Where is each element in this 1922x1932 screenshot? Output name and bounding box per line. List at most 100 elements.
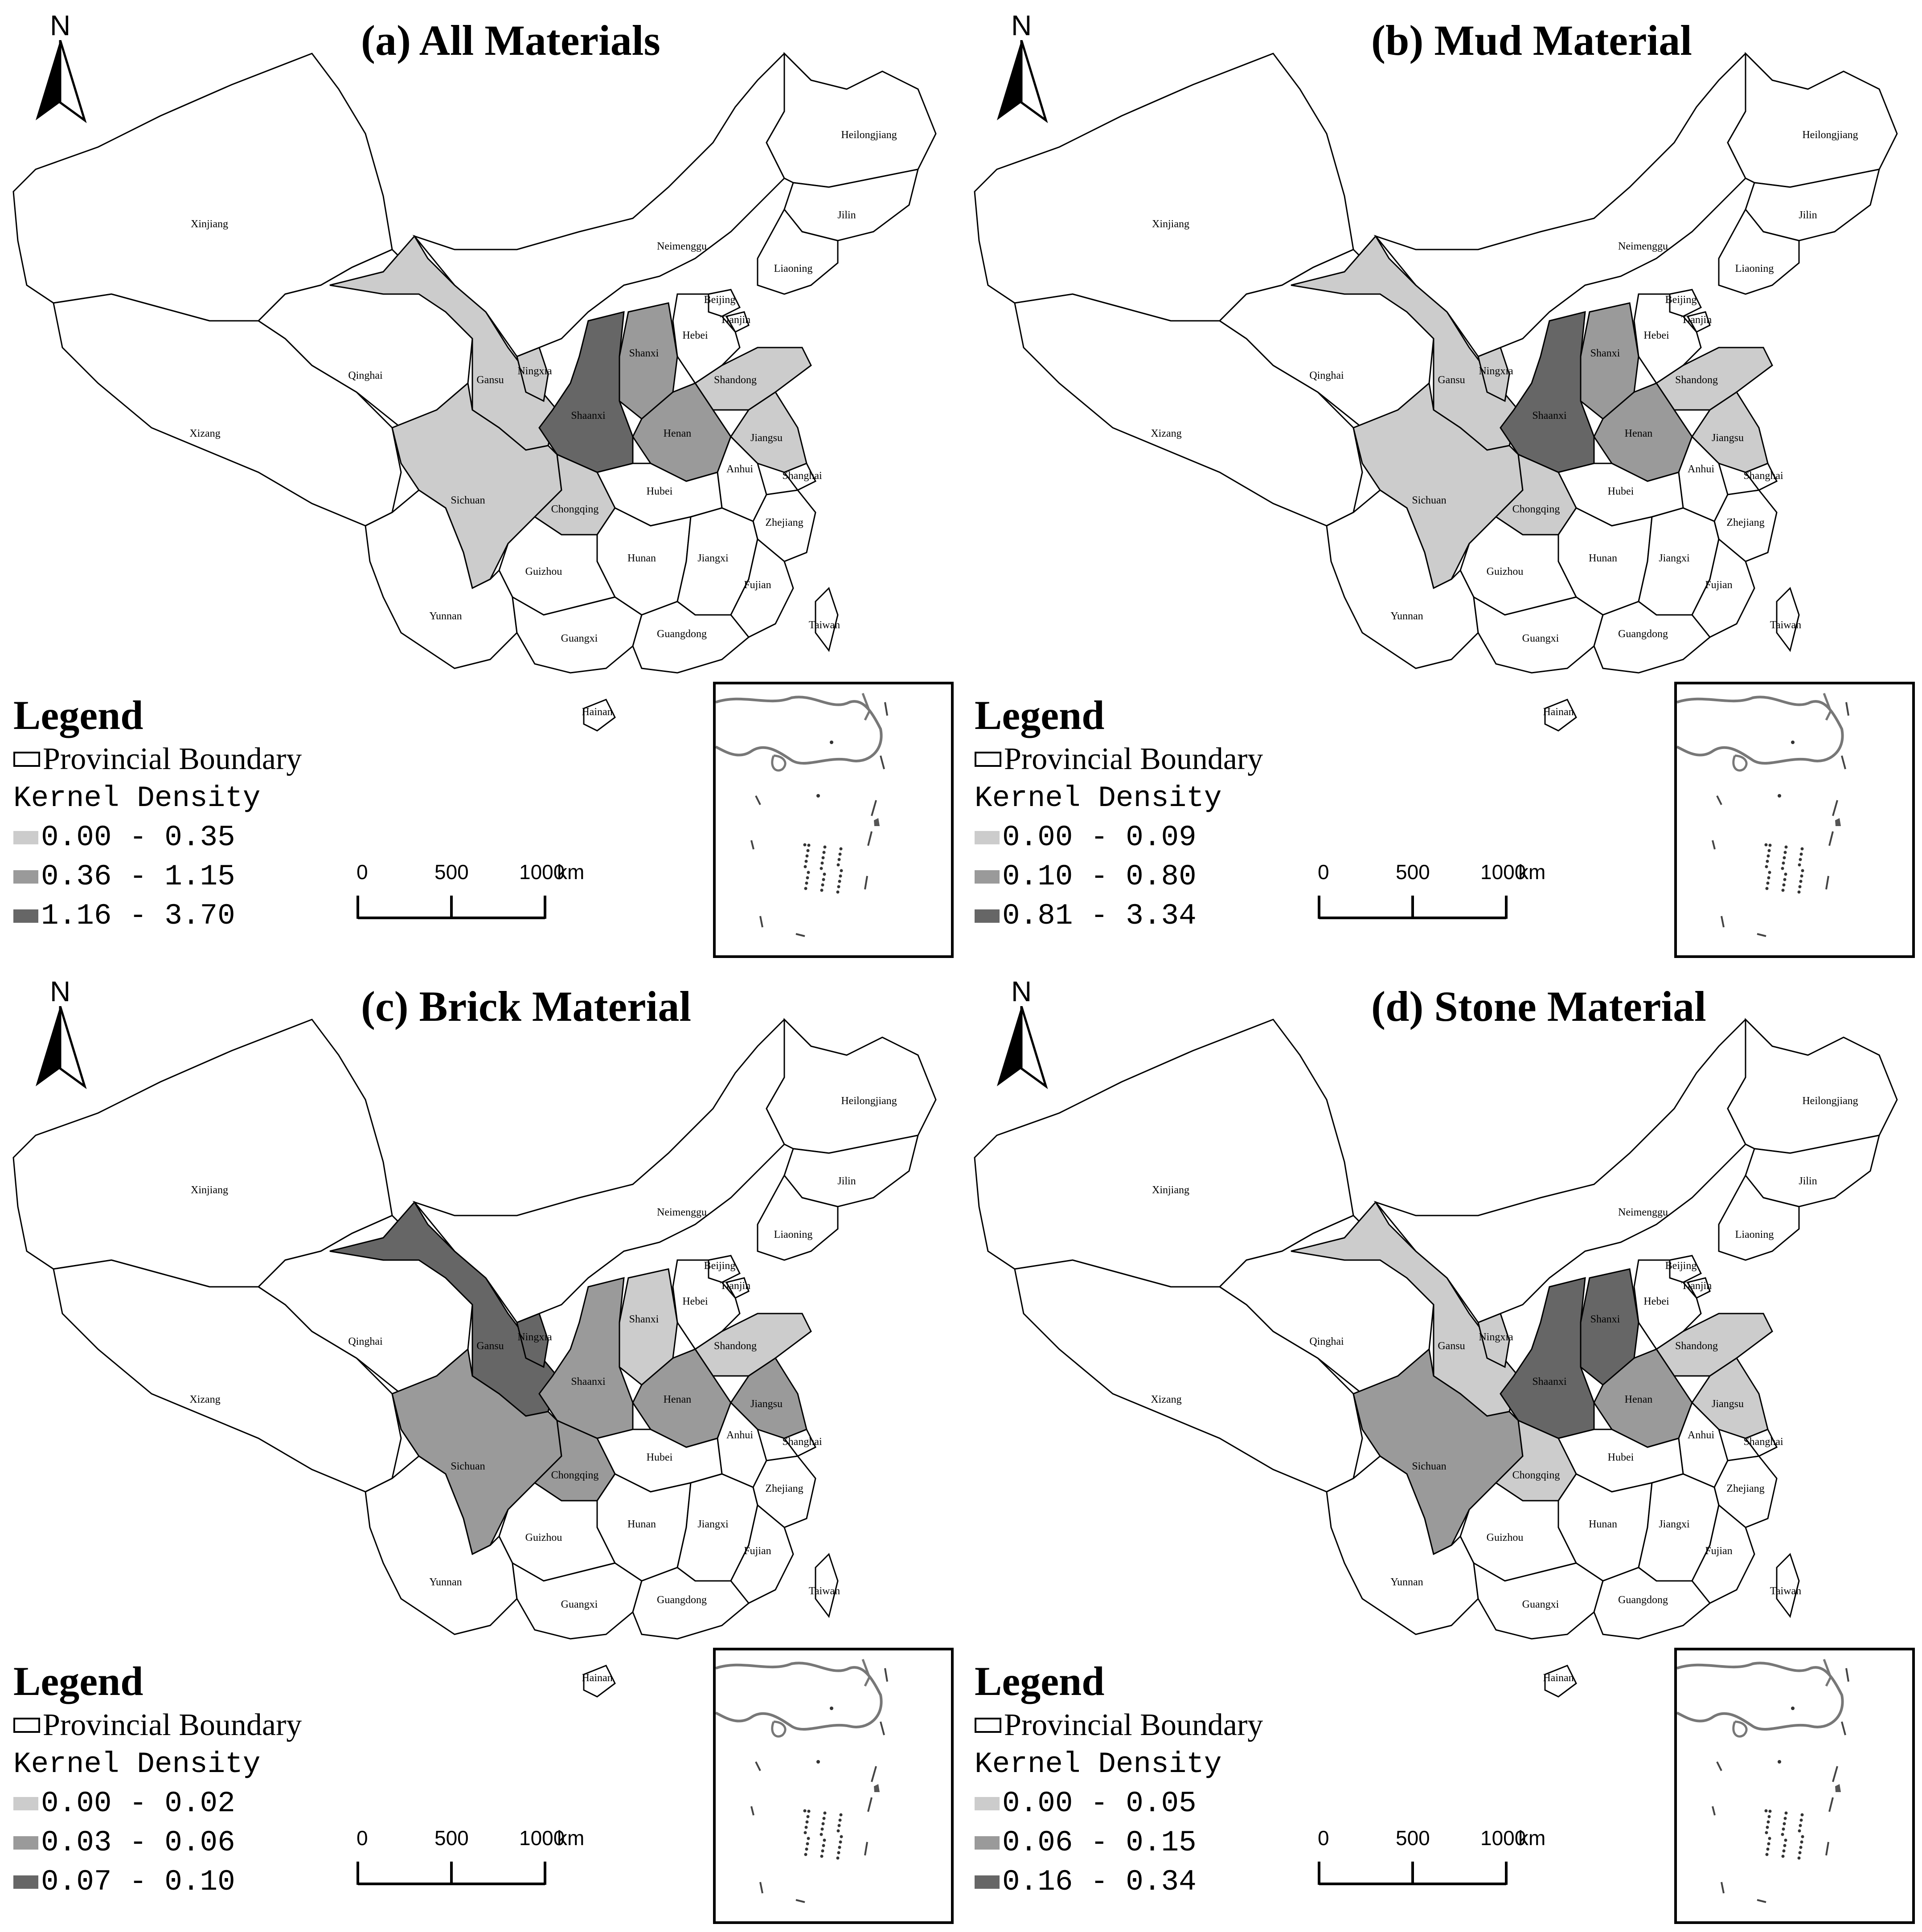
province-label-shandong: Shandong <box>1675 1340 1718 1352</box>
province-label-hainan: Hainan <box>1543 706 1574 718</box>
province-label-jiangsu: Jiangsu <box>750 432 783 444</box>
province-label-beijing: Beijing <box>704 294 736 306</box>
province-labels: Xinjiang Xizang Qinghai Gansu Ningxia Neimeng… <box>1151 1095 1858 1684</box>
province-label-guangxi: Guangxi <box>561 633 598 644</box>
province-label-ningxia: Ningxia <box>1479 1331 1513 1343</box>
inset-map <box>1676 1659 1849 1903</box>
legend-class-entry: 0.03 - 0.06 <box>13 1823 414 1862</box>
province-label-jilin: Jilin <box>1799 209 1817 221</box>
province-label-taiwan: Taiwan <box>1770 619 1801 631</box>
legend-boundary-entry: Provincial Boundary <box>13 740 414 779</box>
legend-title: Legend <box>13 692 143 738</box>
province-label-shandong: Shandong <box>714 1340 757 1352</box>
legend-density-label: Kernel Density <box>975 1748 1222 1781</box>
province-taiwan <box>1776 587 1800 652</box>
province-shandong <box>1655 1313 1773 1377</box>
north-label: N <box>1011 975 1032 1007</box>
province-jiangsu <box>730 1357 807 1439</box>
province-label-shanghai: Shanghai <box>1743 470 1783 482</box>
north-label: N <box>50 975 71 1007</box>
map-legend: Legend Provincial Boundary Kernel Density 0… <box>975 691 1376 936</box>
province-shanghai <box>783 463 817 491</box>
province-label-anhui: Anhui <box>726 1429 753 1441</box>
province-hainan <box>583 699 616 732</box>
province-label-heilongjiang: Heilongjiang <box>1802 129 1858 141</box>
province-fujian <box>730 538 794 638</box>
province-label-shanxi: Shanxi <box>629 1314 659 1325</box>
legend-class-swatch <box>13 1875 38 1889</box>
province-labels: Xinjiang Xizang Qinghai Gansu Ningxia Neimeng… <box>189 1095 897 1684</box>
legend-class-entry: 0.36 - 1.15 <box>13 857 414 896</box>
scale-bar: 0 500 1000 km <box>1318 1826 1549 1897</box>
legend-class-label: 0.00 - 0.35 <box>41 821 235 854</box>
legend-class-swatch <box>13 909 38 923</box>
province-label-guangdong: Guangdong <box>657 1594 707 1606</box>
scale-bar: 0 500 1000 km <box>357 1826 588 1897</box>
province-label-anhui: Anhui <box>726 463 753 475</box>
province-label-shandong: Shandong <box>714 374 757 386</box>
province-label-guizhou: Guizhou <box>1487 566 1524 577</box>
legend-class-label: 0.10 - 0.80 <box>1002 860 1197 893</box>
province-label-hunan: Hunan <box>1589 1519 1617 1530</box>
province-label-hebei: Hebei <box>1643 330 1669 341</box>
legend-class-label: 0.16 - 0.34 <box>1002 1865 1197 1899</box>
north-label: N <box>1011 9 1032 41</box>
province-label-sichuan: Sichuan <box>1412 495 1446 506</box>
legend-title: Legend <box>975 1658 1105 1704</box>
province-label-yunnan: Yunnan <box>429 610 462 622</box>
legend-class-swatch <box>13 1797 38 1810</box>
map-panel-d: Xinjiang Xizang Qinghai Gansu Ningxia Neimeng… <box>961 966 1922 1932</box>
province-label-ningxia: Ningxia <box>1479 365 1513 377</box>
legend-class-entry: 1.16 - 3.70 <box>13 896 414 936</box>
province-hainan <box>583 1665 616 1698</box>
province-label-liaoning: Liaoning <box>1735 1229 1774 1240</box>
province-label-shandong: Shandong <box>1675 374 1718 386</box>
legend-class-entry: 0.00 - 0.09 <box>975 818 1376 857</box>
province-label-beijing: Beijing <box>1665 1260 1697 1272</box>
map-panel-a: Xinjiang Xizang Qinghai Gansu Ningxia Neimeng… <box>0 0 961 966</box>
province-label-xinjiang: Xinjiang <box>1152 218 1189 230</box>
province-jiangsu <box>1691 1357 1769 1439</box>
province-guangdong <box>1593 1567 1711 1640</box>
legend-class-entry: 0.00 - 0.35 <box>13 818 414 857</box>
province-label-shaanxi: Shaanxi <box>571 1376 606 1388</box>
province-label-taiwan: Taiwan <box>809 619 840 631</box>
legend-title: Legend <box>13 1658 143 1704</box>
scale-tick-label: 1000 <box>1480 860 1526 884</box>
legend-class-swatch <box>975 909 1000 923</box>
province-label-tianjin: Tianjin <box>720 1280 750 1292</box>
scale-bar: 0 500 1000 km <box>1318 860 1549 931</box>
province-liaoning <box>1718 208 1800 295</box>
province-xizang <box>53 293 402 527</box>
province-label-zhejiang: Zhejiang <box>1726 1483 1764 1494</box>
province-label-qinghai: Qinghai <box>1309 1336 1344 1347</box>
province-guangdong <box>632 1567 750 1640</box>
province-label-xinjiang: Xinjiang <box>1152 1184 1189 1196</box>
map-legend: Legend Provincial Boundary Kernel Density 0… <box>13 691 414 936</box>
panel-title: (a) All Materials <box>361 16 660 64</box>
map-panel-c: Xinjiang Xizang Qinghai Gansu Ningxia Neimeng… <box>0 966 961 1932</box>
province-guangdong <box>632 601 750 674</box>
province-tianjin <box>1686 1277 1711 1299</box>
province-label-shaanxi: Shaanxi <box>1532 1376 1567 1388</box>
scale-tick-label: 1000 <box>519 860 565 884</box>
province-label-hubei: Hubei <box>1608 1452 1634 1463</box>
province-liaoning <box>757 208 839 295</box>
province-label-jilin: Jilin <box>1799 1175 1817 1187</box>
province-label-hebei: Hebei <box>682 1296 708 1307</box>
legend-class-label: 0.07 - 0.10 <box>41 1865 235 1899</box>
province-label-gansu: Gansu <box>1438 1340 1465 1352</box>
province-tianjin <box>725 311 750 333</box>
scale-bar-graphic <box>1318 896 1508 919</box>
province-label-taiwan: Taiwan <box>809 1585 840 1597</box>
legend-class-label: 0.03 - 0.06 <box>41 1826 235 1859</box>
province-fujian <box>1691 538 1755 638</box>
province-label-hubei: Hubei <box>647 486 673 497</box>
province-label-gansu: Gansu <box>1438 374 1465 386</box>
china-map: Xinjiang Xizang Qinghai Gansu Ningxia Neimeng… <box>974 52 1898 732</box>
province-label-guangxi: Guangxi <box>1522 1599 1559 1610</box>
province-liaoning <box>1718 1174 1800 1261</box>
scale-tick-label: 0 <box>1318 1826 1329 1850</box>
scale-tick-label: 500 <box>434 1826 469 1850</box>
province-label-shaanxi: Shaanxi <box>571 410 606 422</box>
